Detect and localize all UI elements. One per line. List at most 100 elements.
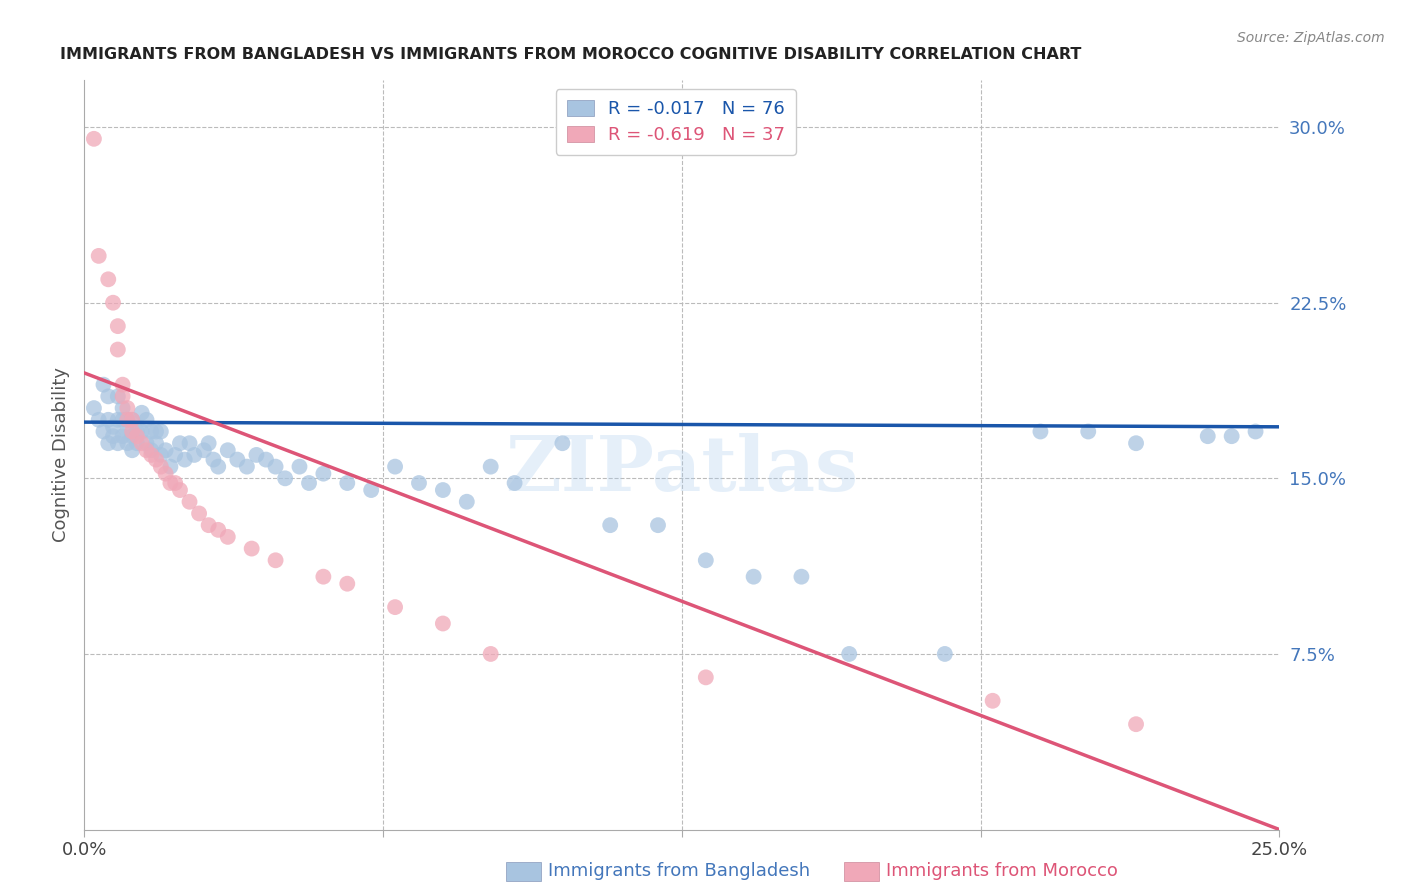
Point: [179, 494, 201, 508]
Point: [125, 429, 148, 443]
Point: [838, 647, 860, 661]
Point: [336, 576, 359, 591]
Point: [479, 647, 502, 661]
Point: [117, 425, 139, 439]
Point: [131, 425, 153, 439]
Point: [107, 343, 129, 357]
Point: [981, 694, 1004, 708]
Point: [695, 553, 717, 567]
Point: [149, 448, 172, 462]
Point: [111, 401, 134, 416]
Point: [125, 436, 148, 450]
Y-axis label: Cognitive Disability: Cognitive Disability: [52, 368, 70, 542]
Point: [1244, 425, 1267, 439]
Point: [87, 249, 110, 263]
Point: [188, 507, 211, 521]
Point: [207, 459, 229, 474]
Point: [111, 389, 134, 403]
Point: [97, 436, 120, 450]
Point: [226, 452, 249, 467]
Point: [141, 443, 163, 458]
Point: [384, 600, 406, 615]
Point: [169, 483, 191, 497]
Point: [1197, 429, 1219, 443]
Point: [97, 389, 120, 403]
Point: [159, 476, 181, 491]
Point: [254, 452, 277, 467]
Point: [742, 570, 765, 584]
Point: [1077, 425, 1099, 439]
Point: [1125, 717, 1147, 731]
Point: [93, 425, 115, 439]
Point: [131, 406, 153, 420]
Point: [384, 459, 406, 474]
Point: [551, 436, 574, 450]
Point: [179, 436, 201, 450]
Point: [159, 459, 181, 474]
Point: [155, 467, 177, 481]
Point: [101, 420, 124, 434]
Point: [111, 377, 134, 392]
Text: Immigrants from Morocco: Immigrants from Morocco: [886, 863, 1118, 880]
Point: [117, 436, 139, 450]
Point: [193, 443, 215, 458]
Point: [790, 570, 813, 584]
Point: [647, 518, 669, 533]
Point: [165, 476, 187, 491]
Point: [165, 448, 187, 462]
Point: [503, 476, 526, 491]
Point: [107, 413, 129, 427]
Point: [149, 425, 172, 439]
Point: [202, 452, 225, 467]
Point: [479, 459, 502, 474]
Point: [173, 452, 195, 467]
Point: [1029, 425, 1052, 439]
Point: [207, 523, 229, 537]
Point: [117, 401, 139, 416]
Point: [264, 459, 287, 474]
Point: [169, 436, 191, 450]
Point: [264, 553, 287, 567]
Point: [217, 530, 239, 544]
Point: [274, 471, 297, 485]
Point: [217, 443, 239, 458]
Point: [456, 494, 478, 508]
Text: Immigrants from Bangladesh: Immigrants from Bangladesh: [548, 863, 810, 880]
Point: [288, 459, 311, 474]
Point: [111, 413, 134, 427]
Point: [197, 518, 219, 533]
Point: [934, 647, 956, 661]
Point: [183, 448, 205, 462]
Text: ZIPatlas: ZIPatlas: [505, 433, 859, 507]
Point: [83, 401, 105, 416]
Point: [408, 476, 430, 491]
Point: [93, 377, 115, 392]
Point: [121, 413, 143, 427]
Point: [236, 459, 259, 474]
Point: [145, 425, 167, 439]
Point: [83, 132, 105, 146]
Text: IMMIGRANTS FROM BANGLADESH VS IMMIGRANTS FROM MOROCCO COGNITIVE DISABILITY CORRE: IMMIGRANTS FROM BANGLADESH VS IMMIGRANTS…: [60, 47, 1081, 62]
Point: [298, 476, 321, 491]
Point: [87, 413, 110, 427]
Point: [155, 443, 177, 458]
Point: [149, 459, 172, 474]
Point: [125, 425, 148, 439]
Text: Source: ZipAtlas.com: Source: ZipAtlas.com: [1237, 31, 1385, 45]
Point: [432, 616, 454, 631]
Point: [1125, 436, 1147, 450]
Point: [141, 448, 163, 462]
Point: [117, 413, 139, 427]
Point: [121, 425, 143, 439]
Point: [245, 448, 267, 462]
Point: [111, 429, 134, 443]
Point: [131, 436, 153, 450]
Point: [107, 319, 129, 334]
Point: [121, 429, 143, 443]
Point: [121, 443, 143, 458]
Point: [121, 413, 143, 427]
Point: [101, 295, 124, 310]
Point: [240, 541, 263, 556]
Legend: R = -0.017   N = 76, R = -0.619   N = 37: R = -0.017 N = 76, R = -0.619 N = 37: [555, 89, 796, 154]
Point: [360, 483, 382, 497]
